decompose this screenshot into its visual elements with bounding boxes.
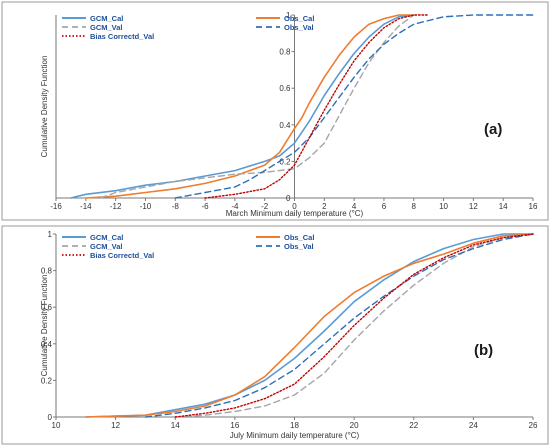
y-tick-label: 0.4 xyxy=(41,340,53,349)
legend-label: GCM_Val xyxy=(90,23,123,32)
chart-panel-a: -16 -14 -12 -10 -8 -6 -4 -2 0 2 4 6 8 10 12 14 16 0 0.2 0.4… xyxy=(1,1,549,221)
legend-label: GCM_Cal xyxy=(90,233,123,242)
y-tick-label: 1 xyxy=(48,230,53,239)
y-tick-label: 0.6 xyxy=(279,84,291,93)
series-line-gcm-val xyxy=(100,14,415,199)
y-tick-label: 0.6 xyxy=(41,303,53,312)
legend-label: Obs_Val xyxy=(284,23,314,32)
legend-label: Bias Correctd_Val xyxy=(90,251,154,260)
legend-label: Obs_Val xyxy=(284,242,314,251)
x-tick-label: -16 xyxy=(50,202,62,211)
x-tick-label: 12 xyxy=(469,202,478,211)
x-tick-label: 6 xyxy=(382,202,387,211)
x-tick-label: 26 xyxy=(529,421,538,430)
x-tick-label: 10 xyxy=(52,421,61,430)
x-tick-label: -6 xyxy=(202,202,210,211)
series-line-obs-val xyxy=(174,14,534,199)
x-tick-label: 20 xyxy=(350,421,359,430)
x-tick-label: 2 xyxy=(322,202,327,211)
panel-label: (a) xyxy=(484,121,502,138)
y-tick-label: 0.2 xyxy=(41,376,53,385)
x-tick-label: 14 xyxy=(171,421,180,430)
x-tick-label: -4 xyxy=(231,202,239,211)
y-axis-title: Cumulative Density Function xyxy=(40,275,49,377)
x-tick-label: 16 xyxy=(529,202,538,211)
x-tick-label: 10 xyxy=(439,202,448,211)
legend-label: Bias Correctd_Val xyxy=(90,32,154,41)
y-tick-label: 0 xyxy=(48,413,53,422)
y-tick-label: 0.8 xyxy=(41,267,53,276)
panel-frame xyxy=(1,1,549,221)
x-tick-label: 22 xyxy=(409,421,418,430)
series-line-obs-cal xyxy=(85,14,415,199)
y-axis-title: Cumulative Density Function xyxy=(40,56,49,158)
y-tick-label: 1 xyxy=(286,11,291,20)
y-tick-label: 0 xyxy=(286,194,291,203)
legend-label: GCM_Cal xyxy=(90,14,123,23)
panel-frame xyxy=(1,225,549,445)
x-tick-label: 24 xyxy=(469,421,478,430)
y-tick-label: 0.8 xyxy=(279,48,291,57)
x-tick-label: 8 xyxy=(412,202,417,211)
x-tick-label: -10 xyxy=(140,202,152,211)
y-tick-label: 0.4 xyxy=(279,121,291,130)
series-line-gcm-cal xyxy=(70,14,415,199)
legend-label: Obs_Cal xyxy=(284,233,314,242)
x-tick-label: -8 xyxy=(172,202,180,211)
x-tick-label: -2 xyxy=(261,202,269,211)
x-tick-label: 0 xyxy=(292,202,297,211)
x-tick-label: 18 xyxy=(290,421,299,430)
y-tick-label: 0.2 xyxy=(279,157,291,166)
series-line-gcm-cal xyxy=(85,233,534,418)
chart-panel-b: 10 12 14 16 18 20 22 24 26 0 0.2 0.4 0.6 0.8 1 July Min… xyxy=(1,225,549,445)
x-tick-label: 4 xyxy=(352,202,357,211)
series-line-bias-correctd-val xyxy=(204,14,430,199)
x-tick-label: 16 xyxy=(230,421,239,430)
series-line-gcm-val xyxy=(174,233,534,418)
x-tick-label: 12 xyxy=(111,421,120,430)
x-axis-title: March Minimum daily temperature (°C) xyxy=(226,209,364,218)
series-line-bias-correctd-val xyxy=(174,233,534,418)
x-tick-label: 14 xyxy=(499,202,508,211)
series-line-obs-val xyxy=(144,233,534,418)
panel-label: (b) xyxy=(474,342,493,359)
legend-label: Obs_Cal xyxy=(284,14,314,23)
series-line-obs-cal xyxy=(85,233,534,418)
x-axis-title: July Minimum daily temperature (°C) xyxy=(230,431,360,440)
x-tick-label: -12 xyxy=(110,202,122,211)
legend-label: GCM_Val xyxy=(90,242,123,251)
x-tick-label: -14 xyxy=(80,202,92,211)
